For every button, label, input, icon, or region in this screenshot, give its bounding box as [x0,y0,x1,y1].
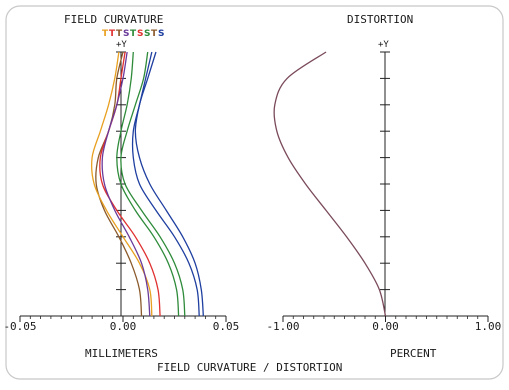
legend-entry: T [151,29,158,39]
legend-entry: S [137,29,143,39]
field-curvature-y-axis-label: +Y [116,40,127,50]
figure-title: FIELD CURVATURE / DISTORTION [157,361,342,374]
fc-x-tick-label: 0.05 [213,320,240,333]
fc-x-tick-label: -0.05 [3,320,36,333]
fc-series-line-5 [120,51,186,317]
legend-entry: T [102,29,109,39]
fc-series-line-3 [101,51,151,317]
legend-entry: T [116,29,123,39]
legend-entry: S [123,29,129,39]
figure-border [5,5,504,380]
fc-series-line-4 [116,51,180,317]
d-x-tick-label: 0.00 [372,320,399,333]
legend-entry: T [109,29,116,39]
distortion-y-axis-label: +Y [378,40,389,50]
d-x-tick-label: -1.00 [266,320,299,333]
plot-area: -0.05 0.00 0.05 -1.00 0.00 1.00 [3,51,502,333]
distortion-title: DISTORTION [347,13,413,26]
legend-entry: S [144,29,150,39]
distortion-x-axis-label: PERCENT [390,347,437,360]
fc-series-line-7 [134,51,204,317]
legend-entry: S [158,29,164,39]
d-x-tick-label: 1.00 [475,320,502,333]
legend-entry: T [130,29,137,39]
fc-series-line-1 [90,51,153,317]
field-curvature-x-axis-label: MILLIMETERS [85,347,158,360]
fc-series-line-0 [95,51,143,317]
fc-x-tick-label: 0.00 [110,320,137,333]
field-curvature-title: FIELD CURVATURE [64,13,163,26]
d-series-line-0 [273,51,387,317]
